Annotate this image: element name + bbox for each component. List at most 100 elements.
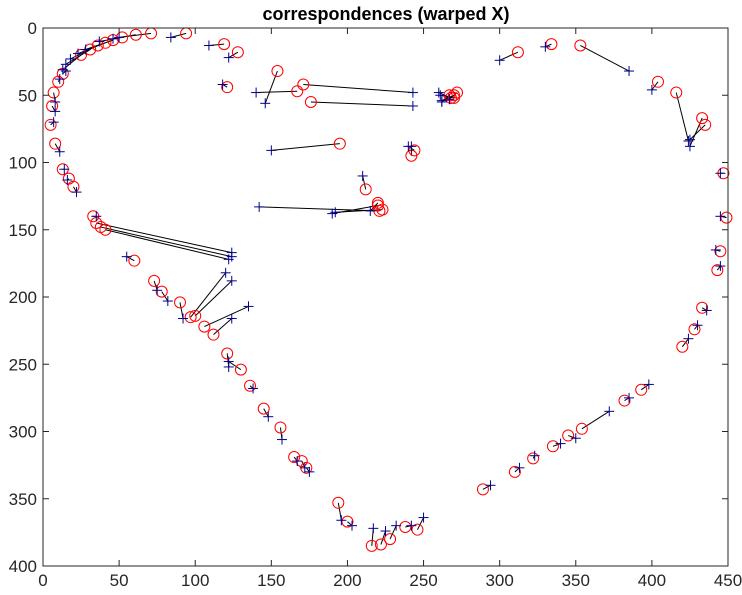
warped-point-51 xyxy=(699,118,712,131)
target-point-85 xyxy=(60,59,71,70)
y-axis: 0 50 100 150 200 250 300 350 400 xyxy=(9,19,728,576)
correspondence-link-11 xyxy=(100,226,232,258)
target-point-86 xyxy=(57,64,68,75)
x-tick-label-450: 450 xyxy=(714,571,742,590)
target-point-73 xyxy=(330,207,341,218)
correspondence-link-36 xyxy=(482,484,491,490)
warped-point-32 xyxy=(374,538,387,551)
target-point-7 xyxy=(62,174,73,185)
warped-point-77 xyxy=(218,38,231,51)
target-point-40 xyxy=(570,433,581,444)
warped-point-59 xyxy=(448,89,460,102)
target-point-13 xyxy=(121,251,132,262)
warped-point-70 xyxy=(359,183,372,196)
target-point-5 xyxy=(54,146,65,157)
plot-area xyxy=(43,28,728,566)
correspondence-link-78 xyxy=(170,32,187,38)
y-tick-label-300: 300 xyxy=(9,423,37,442)
target-point-61 xyxy=(435,90,446,101)
warped-point-76 xyxy=(231,46,244,59)
warped-point-14 xyxy=(148,274,161,287)
target-point-36 xyxy=(485,480,496,491)
target-point-30 xyxy=(347,520,358,531)
correspondence-link-66 xyxy=(310,101,413,107)
correspondence-link-67 xyxy=(271,143,340,151)
warped-point-25 xyxy=(274,421,287,434)
warped-point-53 xyxy=(670,86,683,99)
correspondence-link-63 xyxy=(256,90,298,94)
warped-point-55 xyxy=(574,39,587,52)
warped-point-42 xyxy=(618,394,631,407)
warped-point-57 xyxy=(511,46,524,59)
warped-point-33 xyxy=(384,533,397,546)
target-point-74 xyxy=(365,205,376,216)
warped-point-64 xyxy=(271,65,284,78)
warped-point-37 xyxy=(508,465,521,478)
y-tick-label-200: 200 xyxy=(9,288,37,307)
correspondence-link-70 xyxy=(362,175,367,190)
target-point-67 xyxy=(266,145,277,156)
y-tick-label-0: 0 xyxy=(28,19,37,38)
warped-point-47 xyxy=(711,264,724,277)
x-tick-label-200: 200 xyxy=(333,571,361,590)
warped-point-71 xyxy=(371,199,384,212)
correspondence-link-22 xyxy=(228,361,242,371)
correspondence-link-19 xyxy=(204,305,249,328)
correspondence-link-51 xyxy=(689,124,706,140)
correspondence-link-43 xyxy=(640,384,650,391)
x-tick-label-300: 300 xyxy=(485,571,513,590)
target-point-8 xyxy=(71,187,82,198)
target-point-83 xyxy=(73,48,84,59)
warped-point-74 xyxy=(371,196,384,209)
target-point-49 xyxy=(715,211,726,222)
target-point-78 xyxy=(165,32,176,43)
warped-point-46 xyxy=(696,301,709,314)
target-point-79 xyxy=(114,32,125,43)
target-point-56 xyxy=(540,41,551,52)
target-point-65 xyxy=(407,87,418,98)
target-point-66 xyxy=(407,101,418,112)
correspondence-link-13 xyxy=(126,256,135,262)
warped-point-0 xyxy=(44,118,57,131)
target-point-46 xyxy=(701,305,712,316)
target-point-20 xyxy=(226,313,237,324)
target-point-64 xyxy=(260,98,271,109)
target-point-82 xyxy=(80,44,91,55)
warped-point-66 xyxy=(304,95,317,108)
warped-point-63 xyxy=(291,85,304,98)
warped-point-39 xyxy=(546,440,559,453)
target-point-31 xyxy=(368,523,379,534)
warped-point-75 xyxy=(221,81,234,94)
warped-point-13 xyxy=(128,254,141,267)
target-point-25 xyxy=(276,434,287,445)
warped-point-54 xyxy=(651,75,664,88)
correspondence-link-45 xyxy=(694,324,698,330)
target-point-16 xyxy=(178,313,189,324)
x-tick-label-150: 150 xyxy=(257,571,285,590)
x-tick-label-400: 400 xyxy=(638,571,666,590)
target-point-17 xyxy=(220,267,231,278)
correspondence-link-24 xyxy=(263,408,269,417)
y-tick-label-50: 50 xyxy=(18,86,37,105)
target-point-18 xyxy=(226,275,237,286)
target-point-77 xyxy=(203,40,214,51)
correspondence-link-5 xyxy=(54,143,61,152)
warped-point-48 xyxy=(714,245,727,258)
warped-point-19 xyxy=(198,320,211,333)
target-point-33 xyxy=(391,520,402,531)
target-point-26 xyxy=(292,456,303,467)
warped-point-65 xyxy=(297,78,310,91)
target-point-43 xyxy=(643,379,654,390)
warped-point-83 xyxy=(99,36,112,49)
target-point-60 xyxy=(444,94,455,105)
target-point-22 xyxy=(223,356,234,367)
target-point-29 xyxy=(336,515,347,526)
correspondence-link-29 xyxy=(337,502,342,521)
warped-point-49 xyxy=(720,211,733,224)
warped-point-40 xyxy=(562,429,575,442)
warped-point-23 xyxy=(244,379,257,392)
target-point-28 xyxy=(304,466,315,477)
correspondence-link-16 xyxy=(179,302,184,319)
warped-point-26 xyxy=(288,451,301,464)
